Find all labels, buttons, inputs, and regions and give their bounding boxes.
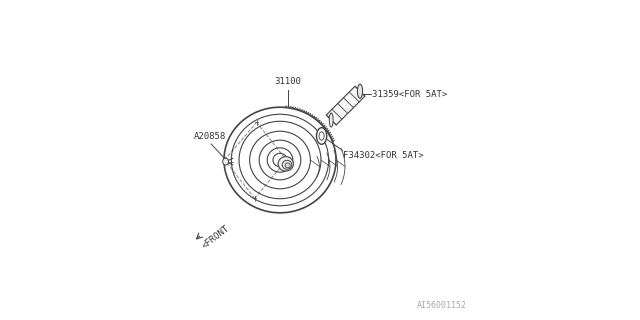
Polygon shape bbox=[326, 86, 365, 125]
Ellipse shape bbox=[282, 160, 292, 169]
Ellipse shape bbox=[278, 157, 293, 171]
Ellipse shape bbox=[330, 113, 333, 127]
Text: 31100: 31100 bbox=[275, 77, 301, 86]
Ellipse shape bbox=[357, 84, 362, 98]
Text: AI56001152: AI56001152 bbox=[417, 301, 467, 310]
Ellipse shape bbox=[223, 158, 228, 165]
Text: 31359<FOR 5AT>: 31359<FOR 5AT> bbox=[372, 90, 447, 99]
Ellipse shape bbox=[317, 128, 327, 144]
Text: <FRONT: <FRONT bbox=[200, 223, 231, 250]
Text: F34302<FOR 5AT>: F34302<FOR 5AT> bbox=[344, 151, 424, 160]
Ellipse shape bbox=[285, 163, 291, 168]
Text: A20858: A20858 bbox=[194, 132, 227, 141]
